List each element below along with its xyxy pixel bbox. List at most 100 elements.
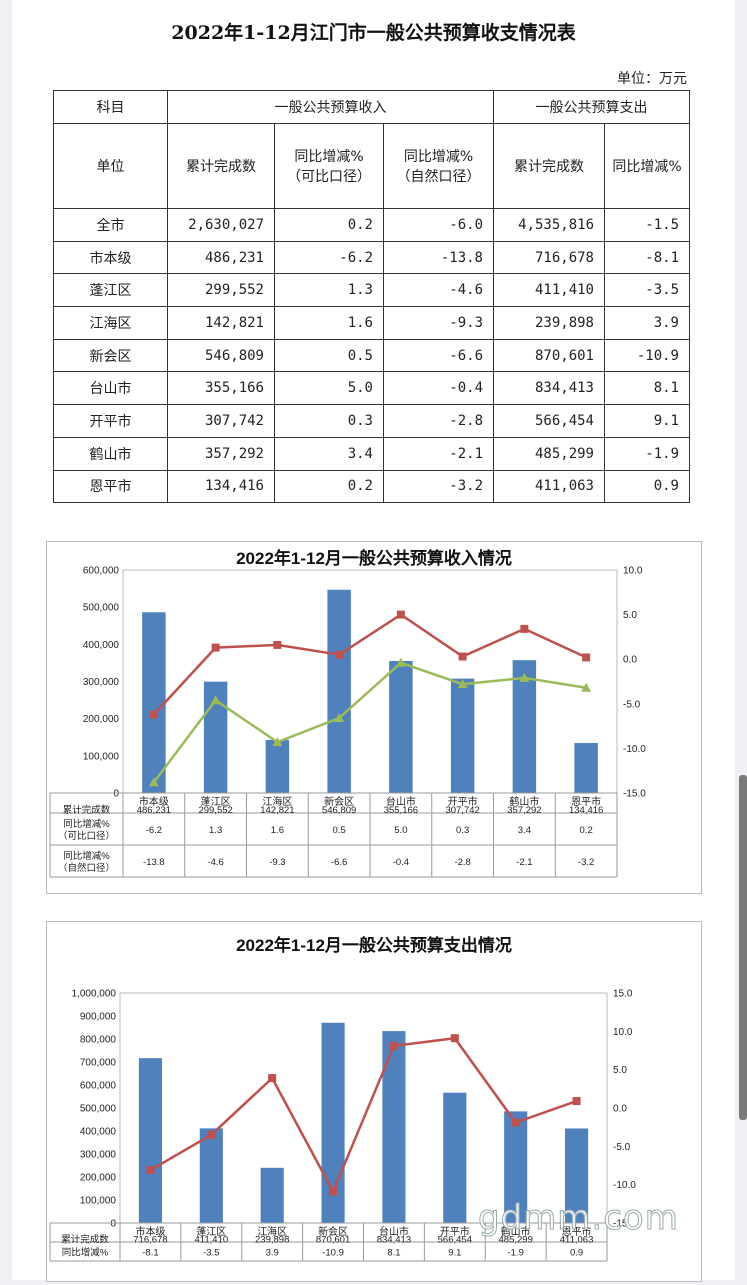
y-left-tick-label: 600,000 — [80, 1081, 117, 1092]
table-row: 全市 2,630,027 0.2 -6.0 4,535,816 -1.5 — [53, 208, 690, 242]
point — [272, 737, 283, 747]
x-tick-label: 恩平市 — [571, 795, 601, 808]
row-yoy-comparable: 0.2 — [274, 469, 384, 504]
line-data-label: -9.3 — [269, 857, 285, 868]
line-data-label: -1.9 — [508, 1248, 524, 1259]
table-row: 恩平市 134,416 0.2 -3.2 411,063 0.9 — [53, 469, 690, 504]
row-yoy-comparable: 0.5 — [274, 338, 384, 373]
line-data-label: 3.4 — [518, 825, 531, 836]
row-expense: 834,413 — [493, 371, 605, 406]
line-data-label: -0.4 — [393, 857, 409, 868]
point — [268, 1074, 277, 1083]
point — [396, 610, 405, 619]
row-expense: 716,678 — [493, 240, 605, 275]
point — [149, 710, 158, 719]
header-yoy-comparable-line1: 同比增减% — [294, 149, 364, 165]
y-left-tick-label: 400,000 — [83, 640, 120, 651]
series-line — [152, 661, 587, 784]
line-data-label: -2.8 — [454, 857, 470, 868]
table-unit: 单位：万元 — [617, 71, 687, 87]
row-income: 2,630,027 — [167, 208, 275, 242]
point — [572, 1097, 581, 1106]
bar — [382, 1031, 406, 1223]
row-yoy-comparable: 3.4 — [274, 436, 384, 471]
row-expense: 566,454 — [493, 404, 605, 438]
table-row: 江海区 142,821 1.6 -9.3 239,898 3.9 — [53, 306, 690, 340]
header-yoy-expense: 同比增减% — [604, 123, 690, 209]
row-yoy-expense: 8.1 — [604, 371, 690, 406]
point — [450, 1034, 459, 1043]
bar — [321, 1022, 345, 1223]
line-data-label: 1.6 — [271, 825, 284, 836]
y-left-tick-label: 900,000 — [80, 1012, 117, 1023]
row-name: 鹤山市 — [53, 436, 168, 471]
y-right-tick-label: 10.0 — [623, 566, 643, 577]
y-left-tick-label: 100,000 — [80, 1196, 117, 1207]
row-yoy-natural: -2.8 — [383, 404, 494, 438]
x-tick-label: 市本级 — [135, 1225, 165, 1238]
header-unit: 单位 — [53, 123, 168, 209]
expense-chart: 2022年1-12月一般公共预算支出情况 1,000,000 900,000 800,… — [46, 921, 702, 1282]
x-tick-label: 江海区 — [262, 795, 292, 808]
row-income: 546,809 — [167, 338, 275, 373]
bar — [389, 660, 413, 793]
row-expense: 411,410 — [493, 273, 605, 308]
row-yoy-expense: -1.9 — [604, 436, 690, 471]
point — [273, 640, 282, 649]
row-name: 台山市 — [53, 371, 168, 406]
y-left-tick-label: 300,000 — [80, 1150, 117, 1161]
bar-data-label: 716,678 — [133, 1235, 167, 1246]
table-row: 鹤山市 357,292 3.4 -2.1 485,299 -1.9 — [53, 436, 690, 471]
series-line — [152, 613, 587, 716]
row-yoy-natural: -6.0 — [383, 208, 494, 242]
point — [395, 657, 406, 667]
y-left-tick-label: 700,000 — [80, 1058, 117, 1069]
bar-data-label: 411,410 — [194, 1235, 228, 1246]
point — [207, 1130, 216, 1139]
y-left-tick-label: 300,000 — [83, 677, 120, 688]
row-yoy-comparable: 5.0 — [274, 371, 384, 406]
bar-data-label: 411,063 — [560, 1235, 594, 1246]
bar — [199, 1128, 223, 1223]
line-data-label: 5.0 — [394, 825, 407, 836]
y-left-tick-label: 500,000 — [83, 603, 120, 614]
point — [520, 624, 529, 633]
point — [334, 713, 345, 723]
line-data-label: 0.9 — [570, 1248, 583, 1259]
point — [146, 1166, 155, 1175]
x-tick-label: 蓬江区 — [196, 1226, 226, 1238]
row-yoy-natural: -3.2 — [383, 469, 494, 504]
y-right-tick-label: -10.0 — [613, 1180, 636, 1191]
header-cumulative-expense: 累计完成数 — [493, 123, 605, 209]
row-yoy-expense: -3.5 — [604, 273, 690, 308]
line-data-label: 1.3 — [209, 825, 222, 836]
table-header-row-2: 单位 累计完成数 同比增减% （可比口径） 同比增减% （自然口径） 累计完成数… — [53, 123, 690, 209]
bar-data-label: 566,454 — [438, 1235, 472, 1246]
line-data-label: -6.6 — [331, 857, 347, 868]
x-tick-label: 蓬江区 — [201, 796, 231, 808]
row-expense: 4,535,816 — [493, 208, 605, 242]
row-yoy-natural: -2.1 — [383, 436, 494, 471]
y-right-tick-label: 5.0 — [623, 610, 637, 621]
bar-data-label: 355,166 — [384, 805, 418, 816]
row-yoy-comparable: 1.3 — [274, 273, 384, 308]
row-expense: 411,063 — [493, 469, 605, 504]
x-tick-label: 台山市 — [379, 1225, 409, 1238]
point — [148, 777, 159, 787]
bar-data-label: 486,231 — [137, 805, 171, 816]
x-tick-label: 恩平市 — [562, 1225, 592, 1238]
table-row: 开平市 307,742 0.3 -2.8 566,454 9.1 — [53, 404, 690, 438]
row-name: 恩平市 — [53, 469, 168, 504]
x-tick-label: 鹤山市 — [509, 795, 539, 808]
row-yoy-expense: -8.1 — [604, 240, 690, 275]
header-yoy-natural: 同比增减% （自然口径） — [383, 123, 494, 209]
y-left-tick-label: 100,000 — [83, 751, 120, 762]
y-right-tick-label: 15.0 — [613, 989, 633, 1000]
header-cumulative: 累计完成数 — [167, 123, 275, 209]
x-tick-label: 台山市 — [386, 795, 416, 808]
row-yoy-expense: -1.5 — [604, 208, 690, 242]
y-right-tick-label: 0.0 — [613, 1104, 627, 1115]
scrollbar[interactable] — [739, 775, 747, 1120]
y-right-tick-label: 10.0 — [613, 1027, 633, 1038]
table-row: 新会区 546,809 0.5 -6.6 870,601 -10.9 — [53, 338, 690, 373]
